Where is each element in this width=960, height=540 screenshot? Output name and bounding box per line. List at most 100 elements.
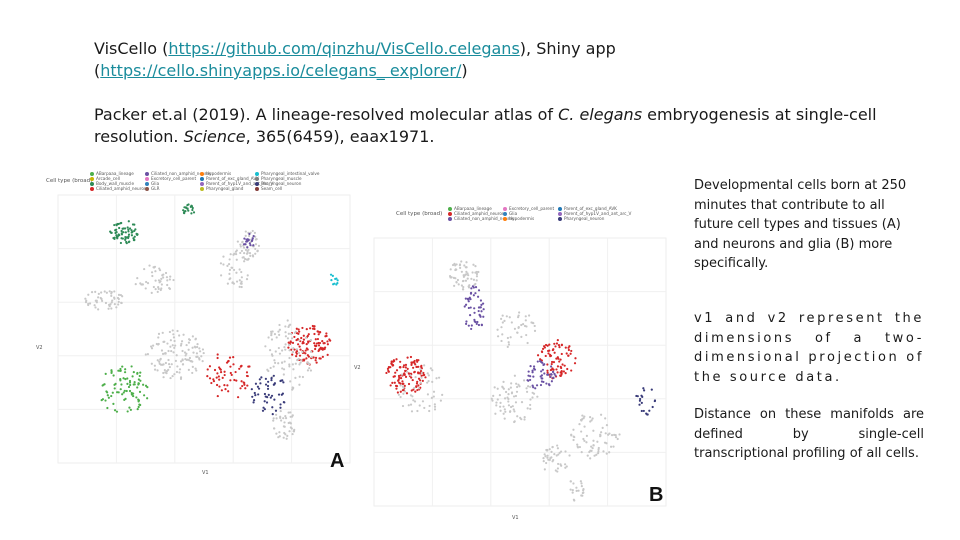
cell-point [590, 449, 593, 453]
cell-point [198, 347, 201, 350]
cell-point [293, 331, 296, 334]
cell-point [410, 361, 413, 364]
cell-point [198, 357, 201, 360]
cell-point [144, 353, 147, 356]
cell-point [591, 417, 594, 420]
cell-point [115, 410, 119, 413]
shiny-app-link[interactable]: https://cello.shinyapps.io/celegans_ exp… [100, 61, 462, 80]
cell-point [428, 404, 431, 408]
cell-point [323, 342, 326, 345]
cell-point [460, 270, 463, 273]
cell-point [239, 245, 242, 248]
legend-color-dot [255, 187, 259, 191]
cell-point [236, 240, 239, 243]
cell-point [284, 415, 287, 418]
cell-point [570, 369, 573, 372]
cell-point [137, 382, 140, 385]
cell-point [128, 406, 131, 409]
cell-point [283, 401, 286, 404]
cell-point [106, 391, 109, 394]
cell-point [248, 252, 252, 255]
cell-point [502, 380, 505, 383]
cell-point [281, 379, 284, 382]
cell-point [400, 373, 404, 376]
cell-point [253, 391, 256, 395]
cell-point [171, 344, 174, 347]
cell-point [244, 243, 247, 246]
cell-point [608, 451, 611, 454]
cell-point [500, 317, 503, 320]
cell-point [243, 237, 246, 240]
cell-point [453, 284, 456, 287]
cell-point [515, 382, 518, 385]
cell-point [556, 447, 560, 450]
cell-point [298, 330, 301, 333]
cell-point [287, 411, 290, 414]
citation-text-1: Packer et.al (2019). A lineage-resolved … [94, 105, 559, 124]
cell-point [284, 417, 288, 420]
cell-point [462, 285, 465, 289]
legend-label: Hypodermis [509, 216, 535, 221]
cell-point [93, 304, 96, 307]
cell-point [326, 353, 329, 356]
cell-point [556, 470, 559, 473]
cell-point [582, 417, 585, 420]
cell-point [451, 263, 455, 267]
cell-point [103, 290, 106, 293]
cell-point [278, 323, 281, 327]
cell-point [125, 389, 128, 393]
cell-point [235, 249, 238, 252]
github-link[interactable]: https://github.com/qinzhu/VisCello.celeg… [168, 39, 520, 58]
cell-point [243, 260, 246, 263]
cell-point [104, 372, 107, 375]
cell-point [550, 456, 553, 459]
cell-point [556, 338, 559, 342]
cell-point [182, 211, 186, 215]
cell-point [580, 485, 583, 488]
cell-point [138, 374, 141, 378]
cell-point [212, 378, 215, 381]
cell-point [466, 297, 469, 300]
cell-point [120, 301, 123, 305]
cell-point [208, 365, 212, 368]
cell-point [272, 417, 275, 420]
cell-point [572, 438, 575, 442]
cell-point [431, 369, 434, 372]
legend-color-dot [448, 217, 452, 221]
cell-point [264, 383, 268, 386]
cell-point [144, 384, 148, 387]
cell-point [179, 376, 183, 379]
cell-point [415, 365, 418, 368]
cell-point [157, 285, 160, 289]
cell-point [578, 445, 582, 449]
panel-letter-a: A [330, 450, 345, 472]
cell-point [423, 373, 426, 377]
cell-point [135, 396, 138, 399]
cell-point [266, 384, 270, 388]
cell-point [499, 401, 502, 404]
legend-label: Excretory_cell_parent [509, 206, 555, 211]
cell-point [422, 371, 425, 375]
cell-point [304, 352, 307, 355]
cell-point [417, 384, 420, 387]
cell-point [386, 367, 390, 371]
cell-point [525, 333, 528, 337]
cell-point [513, 410, 516, 413]
cell-point [150, 291, 153, 295]
cell-point [526, 407, 529, 410]
cell-point [307, 340, 310, 343]
cell-point [472, 263, 475, 266]
legend-label: ABarpaaa_lineage [96, 171, 134, 176]
cell-point [525, 390, 529, 393]
cell-point [278, 328, 281, 331]
cell-point [513, 420, 516, 423]
cell-point [565, 352, 568, 355]
cell-point [226, 282, 229, 285]
cell-point [247, 257, 250, 260]
note-distance: Distance on these manifolds are defined … [694, 407, 924, 461]
cell-point [195, 352, 199, 355]
legend-color-dot [200, 172, 204, 176]
cell-point [150, 362, 153, 365]
cell-point [274, 413, 278, 416]
cell-point [410, 410, 414, 413]
